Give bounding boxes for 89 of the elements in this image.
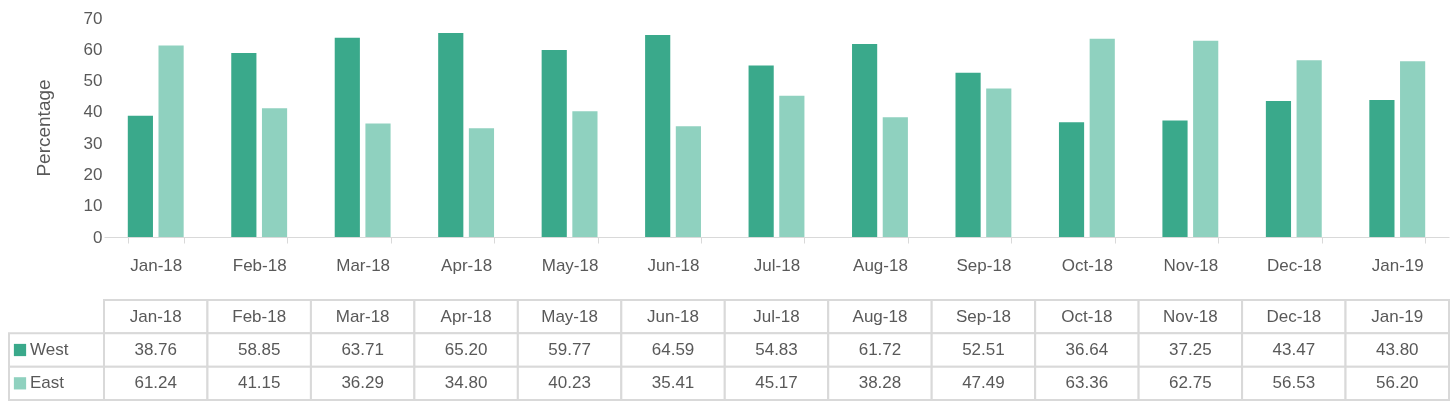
data-label: 36.29 [341,373,384,393]
bar [127,115,153,237]
y-tick-label: 40 [83,102,103,122]
category-label: Jun-18 [647,306,700,326]
bar [1193,40,1219,237]
data-label: 58.85 [237,340,281,359]
bar [1400,61,1426,237]
x-tick-label: Oct-18 [1061,255,1113,275]
bar [365,123,391,237]
bar [779,95,805,237]
data-label: 45.17 [755,373,798,393]
data-label: 43.80 [1376,340,1419,359]
category-label: Mar-18 [335,306,390,326]
data-label: 62.75 [1169,373,1212,393]
x-tick-label: Aug-18 [853,255,908,275]
category-label: May-18 [541,306,598,326]
data-label: 64.59 [651,340,695,359]
x-tick-label: Nov-18 [1163,255,1219,275]
x-tick-label: Apr-18 [441,255,493,275]
bar [675,126,701,237]
category-label: Jan-18 [129,306,182,326]
y-tick-label: 30 [83,133,103,153]
bar [334,37,360,237]
bar [1162,120,1188,237]
data-label: 37.25 [1169,340,1212,359]
data-label: 38.76 [134,340,177,359]
category-label: Apr-18 [440,306,492,326]
bar [1089,38,1115,237]
x-tick-label: Mar-18 [336,255,391,275]
bar [1296,60,1322,237]
y-axis-title: Percentage [32,79,54,177]
y-tick-label: 50 [83,71,103,91]
x-tick-label: Jan-18 [130,255,183,275]
bar [986,88,1012,237]
bar [158,45,184,237]
y-tick-label: 20 [83,164,103,184]
bar [541,50,567,237]
data-label: 61.24 [134,373,177,393]
data-label: 40.23 [548,373,591,393]
bar [955,72,981,237]
x-tick-label: Jul-18 [753,255,801,275]
category-label: Jan-19 [1371,306,1424,326]
bar [1369,99,1395,237]
bar [468,128,495,237]
data-label: 38.28 [858,373,902,393]
data-label: 63.71 [341,340,384,359]
data-label: 54.83 [755,340,798,359]
data-label: 35.41 [651,373,695,393]
data-label: 56.20 [1376,373,1419,393]
bar [231,52,257,237]
y-tick-label: 70 [83,8,103,28]
category-label: Dec-18 [1266,306,1322,326]
y-tick-label: 10 [83,196,103,216]
data-label: 56.53 [1272,373,1316,393]
legend-label: East [30,373,65,393]
x-tick-label: Jan-19 [1371,255,1424,275]
x-tick-label: May-18 [541,255,599,275]
y-tick-label: 60 [83,39,103,59]
x-tick-label: Jun-18 [647,255,700,275]
category-label: Aug-18 [852,306,908,326]
category-label: Feb-18 [232,306,287,326]
x-tick-label: Sep-18 [956,255,1012,275]
data-label: 41.15 [237,373,281,393]
data-label: 52.51 [962,340,1005,359]
data-label: 61.72 [858,340,902,359]
x-tick-label: Feb-18 [232,255,287,275]
data-label: 47.49 [962,373,1005,393]
category-label: Oct-18 [1061,306,1113,326]
data-label: 65.20 [444,340,488,359]
bar [1058,122,1085,237]
category-label: Sep-18 [956,306,1011,326]
bar [748,65,774,237]
category-label: Nov-18 [1162,306,1218,326]
bar [852,43,878,237]
bar [261,108,288,237]
y-tick-label: 0 [93,227,103,247]
category-label: Jul-18 [753,306,800,326]
bar [1265,101,1292,237]
bar [572,111,598,237]
x-tick-label: Dec-18 [1266,255,1322,275]
bar [882,117,908,237]
data-label: 34.80 [444,373,488,393]
bar [645,34,671,237]
data-label: 36.64 [1065,340,1109,359]
data-label: 59.77 [548,340,591,359]
legend-label: West [30,340,69,359]
bar [438,33,464,237]
data-label: 43.47 [1272,340,1316,359]
data-label: 63.36 [1065,373,1109,393]
